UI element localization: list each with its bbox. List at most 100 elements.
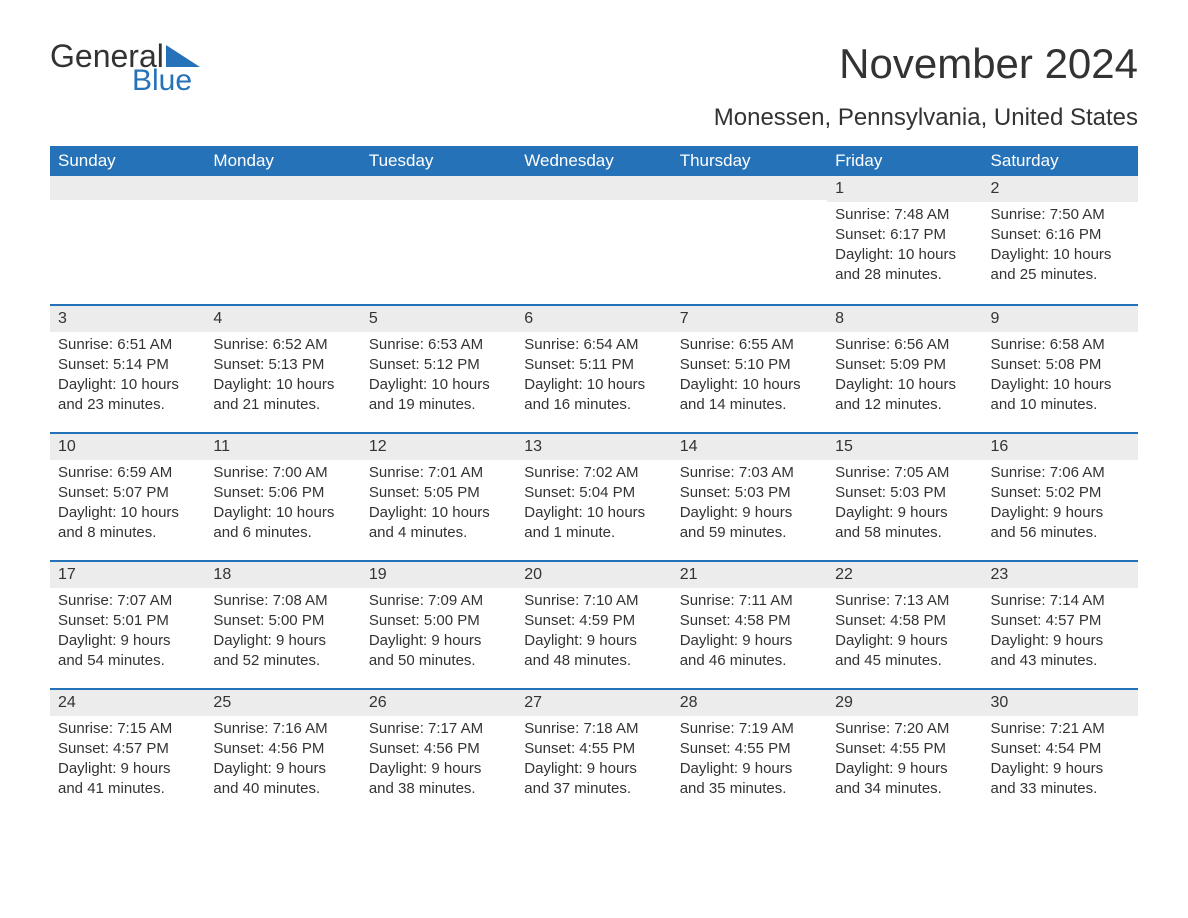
day-line: Sunrise: 7:15 AM: [58, 719, 197, 739]
weekday-header: Thursday: [672, 146, 827, 176]
day-line: and 48 minutes.: [524, 651, 663, 671]
day-cell: 23Sunrise: 7:14 AMSunset: 4:57 PMDayligh…: [983, 562, 1138, 688]
day-line: Daylight: 10 hours: [369, 503, 508, 523]
day-line: Daylight: 9 hours: [991, 631, 1130, 651]
day-content: Sunrise: 7:05 AMSunset: 5:03 PMDaylight:…: [827, 460, 982, 550]
day-line: and 37 minutes.: [524, 779, 663, 799]
day-line: Sunrise: 6:52 AM: [213, 335, 352, 355]
day-line: Daylight: 9 hours: [369, 631, 508, 651]
day-line: Sunset: 4:58 PM: [835, 611, 974, 631]
day-content: Sunrise: 7:08 AMSunset: 5:00 PMDaylight:…: [205, 588, 360, 678]
logo-word-blue: Blue: [132, 66, 200, 96]
day-number: 5: [361, 306, 516, 332]
day-line: Sunset: 5:10 PM: [680, 355, 819, 375]
day-line: Sunset: 5:03 PM: [835, 483, 974, 503]
day-number: 27: [516, 690, 671, 716]
day-line: Daylight: 9 hours: [369, 759, 508, 779]
day-cell: 19Sunrise: 7:09 AMSunset: 5:00 PMDayligh…: [361, 562, 516, 688]
day-cell: 14Sunrise: 7:03 AMSunset: 5:03 PMDayligh…: [672, 434, 827, 560]
day-content: Sunrise: 7:13 AMSunset: 4:58 PMDaylight:…: [827, 588, 982, 678]
day-line: Sunrise: 7:48 AM: [835, 205, 974, 225]
day-line: Sunset: 4:55 PM: [680, 739, 819, 759]
day-line: Sunrise: 7:08 AM: [213, 591, 352, 611]
day-line: Daylight: 10 hours: [58, 503, 197, 523]
day-line: Sunset: 4:55 PM: [835, 739, 974, 759]
day-number: 18: [205, 562, 360, 588]
week-row: 1Sunrise: 7:48 AMSunset: 6:17 PMDaylight…: [50, 176, 1138, 304]
day-cell: 2Sunrise: 7:50 AMSunset: 6:16 PMDaylight…: [983, 176, 1138, 304]
day-cell: 20Sunrise: 7:10 AMSunset: 4:59 PMDayligh…: [516, 562, 671, 688]
day-number: 6: [516, 306, 671, 332]
day-line: Sunset: 5:06 PM: [213, 483, 352, 503]
day-cell: 25Sunrise: 7:16 AMSunset: 4:56 PMDayligh…: [205, 690, 360, 816]
day-cell: 9Sunrise: 6:58 AMSunset: 5:08 PMDaylight…: [983, 306, 1138, 432]
day-line: Daylight: 9 hours: [58, 759, 197, 779]
weekday-header: Friday: [827, 146, 982, 176]
day-line: Sunrise: 7:07 AM: [58, 591, 197, 611]
day-content: Sunrise: 7:11 AMSunset: 4:58 PMDaylight:…: [672, 588, 827, 678]
day-line: and 41 minutes.: [58, 779, 197, 799]
day-line: and 28 minutes.: [835, 265, 974, 285]
day-number-empty: [672, 176, 827, 200]
day-number: 17: [50, 562, 205, 588]
day-line: and 16 minutes.: [524, 395, 663, 415]
day-cell: 1Sunrise: 7:48 AMSunset: 6:17 PMDaylight…: [827, 176, 982, 304]
day-content: Sunrise: 7:48 AMSunset: 6:17 PMDaylight:…: [827, 202, 982, 292]
day-cell: 28Sunrise: 7:19 AMSunset: 4:55 PMDayligh…: [672, 690, 827, 816]
day-cell: 26Sunrise: 7:17 AMSunset: 4:56 PMDayligh…: [361, 690, 516, 816]
day-line: Daylight: 9 hours: [213, 631, 352, 651]
day-line: Sunset: 5:05 PM: [369, 483, 508, 503]
day-line: Sunrise: 6:58 AM: [991, 335, 1130, 355]
day-line: Sunrise: 7:18 AM: [524, 719, 663, 739]
day-cell: 4Sunrise: 6:52 AMSunset: 5:13 PMDaylight…: [205, 306, 360, 432]
day-line: Sunrise: 7:17 AM: [369, 719, 508, 739]
day-line: Sunset: 5:14 PM: [58, 355, 197, 375]
day-content: Sunrise: 6:51 AMSunset: 5:14 PMDaylight:…: [50, 332, 205, 422]
day-cell: 21Sunrise: 7:11 AMSunset: 4:58 PMDayligh…: [672, 562, 827, 688]
day-content: Sunrise: 7:16 AMSunset: 4:56 PMDaylight:…: [205, 716, 360, 806]
day-line: and 54 minutes.: [58, 651, 197, 671]
day-line: Sunrise: 6:59 AM: [58, 463, 197, 483]
day-cell: 11Sunrise: 7:00 AMSunset: 5:06 PMDayligh…: [205, 434, 360, 560]
day-line: and 4 minutes.: [369, 523, 508, 543]
day-cell: 13Sunrise: 7:02 AMSunset: 5:04 PMDayligh…: [516, 434, 671, 560]
day-content: Sunrise: 6:58 AMSunset: 5:08 PMDaylight:…: [983, 332, 1138, 422]
day-number-empty: [50, 176, 205, 200]
day-number: 1: [827, 176, 982, 202]
day-number: 15: [827, 434, 982, 460]
day-line: Sunset: 4:56 PM: [369, 739, 508, 759]
weekday-header: Monday: [205, 146, 360, 176]
week-row: 10Sunrise: 6:59 AMSunset: 5:07 PMDayligh…: [50, 432, 1138, 560]
day-number: 24: [50, 690, 205, 716]
day-number: 13: [516, 434, 671, 460]
day-line: and 43 minutes.: [991, 651, 1130, 671]
weekday-header: Sunday: [50, 146, 205, 176]
day-line: Daylight: 10 hours: [369, 375, 508, 395]
day-content: Sunrise: 7:14 AMSunset: 4:57 PMDaylight:…: [983, 588, 1138, 678]
weekday-header-row: SundayMondayTuesdayWednesdayThursdayFrid…: [50, 146, 1138, 176]
day-line: Daylight: 9 hours: [835, 759, 974, 779]
day-line: Sunset: 5:02 PM: [991, 483, 1130, 503]
day-number: 16: [983, 434, 1138, 460]
day-line: Sunrise: 7:05 AM: [835, 463, 974, 483]
day-line: Daylight: 9 hours: [835, 503, 974, 523]
day-line: Sunrise: 7:19 AM: [680, 719, 819, 739]
day-content: Sunrise: 7:06 AMSunset: 5:02 PMDaylight:…: [983, 460, 1138, 550]
day-line: Sunset: 5:03 PM: [680, 483, 819, 503]
day-content: Sunrise: 7:00 AMSunset: 5:06 PMDaylight:…: [205, 460, 360, 550]
day-line: Sunrise: 6:54 AM: [524, 335, 663, 355]
day-cell: 30Sunrise: 7:21 AMSunset: 4:54 PMDayligh…: [983, 690, 1138, 816]
day-line: Sunset: 4:56 PM: [213, 739, 352, 759]
day-content: Sunrise: 7:09 AMSunset: 5:00 PMDaylight:…: [361, 588, 516, 678]
day-line: Sunrise: 6:55 AM: [680, 335, 819, 355]
day-line: and 12 minutes.: [835, 395, 974, 415]
day-number: 10: [50, 434, 205, 460]
day-content: Sunrise: 7:02 AMSunset: 5:04 PMDaylight:…: [516, 460, 671, 550]
day-cell: 17Sunrise: 7:07 AMSunset: 5:01 PMDayligh…: [50, 562, 205, 688]
day-cell: 16Sunrise: 7:06 AMSunset: 5:02 PMDayligh…: [983, 434, 1138, 560]
day-line: Daylight: 10 hours: [835, 375, 974, 395]
day-line: Daylight: 9 hours: [991, 759, 1130, 779]
day-number: 23: [983, 562, 1138, 588]
day-number: 12: [361, 434, 516, 460]
day-line: Sunrise: 7:09 AM: [369, 591, 508, 611]
